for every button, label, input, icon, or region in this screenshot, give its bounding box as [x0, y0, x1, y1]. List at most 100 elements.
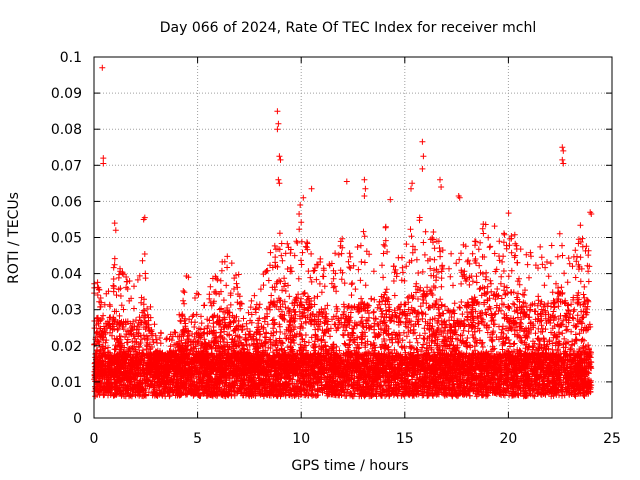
data-point: [278, 240, 285, 247]
data-point: [421, 251, 428, 258]
data-point: [532, 330, 539, 337]
data-point: [556, 230, 563, 237]
data-point: [267, 249, 274, 256]
data-point: [361, 233, 368, 240]
data-point: [360, 228, 367, 235]
data-point: [422, 228, 429, 235]
data-point: [315, 326, 322, 333]
data-point: [116, 312, 123, 319]
data-point: [448, 250, 455, 257]
data-point: [301, 290, 308, 297]
data-point: [224, 253, 231, 260]
data-point: [438, 275, 445, 282]
data-point: [286, 293, 293, 300]
data-point: [450, 282, 456, 289]
data-point: [273, 328, 280, 335]
data-point: [223, 282, 230, 289]
data-point: [421, 325, 428, 332]
data-point: [198, 320, 205, 327]
data-point: [233, 280, 240, 287]
data-point: [117, 293, 124, 299]
data-point: [440, 333, 447, 340]
data-point: [558, 284, 565, 291]
data-point: [335, 251, 342, 258]
data-point: [282, 288, 289, 294]
data-point: [458, 299, 465, 305]
data-point: [180, 297, 187, 304]
data-point: [499, 326, 506, 333]
data-point: [561, 270, 568, 277]
data-point: [327, 333, 333, 340]
data-point: [181, 300, 188, 307]
data-point: [456, 256, 463, 263]
data-point: [573, 323, 580, 330]
data-point: [131, 305, 137, 312]
data-point: [429, 235, 436, 241]
data-point: [515, 290, 521, 297]
data-point: [355, 266, 362, 273]
data-point: [333, 343, 340, 350]
data-point: [574, 253, 580, 260]
data-point: [138, 294, 145, 301]
data-point: [542, 264, 549, 271]
data-point: [368, 295, 375, 302]
data-point: [416, 332, 423, 339]
data-point: [237, 300, 244, 307]
data-point: [298, 257, 304, 264]
data-point: [573, 336, 580, 343]
data-point: [564, 279, 571, 286]
data-point: [548, 329, 554, 336]
data-point: [224, 264, 231, 271]
data-point: [268, 292, 275, 299]
data-point: [362, 282, 369, 289]
data-point: [511, 231, 518, 238]
data-point: [498, 273, 505, 280]
data-point: [526, 274, 532, 281]
data-point: [407, 226, 414, 233]
data-point: [227, 301, 234, 308]
data-point: [484, 329, 491, 336]
data-point: [348, 281, 355, 288]
data-point: [521, 292, 528, 298]
data-point: [110, 264, 117, 271]
data-point: [180, 288, 187, 294]
data-point: [415, 270, 422, 276]
data-point: [487, 277, 494, 284]
data-point: [537, 243, 544, 250]
data-point: [383, 286, 390, 293]
data-point: [115, 325, 122, 332]
data-point: [379, 262, 385, 269]
data-point: [577, 222, 584, 229]
data-point: [163, 336, 170, 343]
data-point: [136, 314, 143, 321]
data-point: [475, 246, 482, 253]
data-point: [218, 267, 225, 274]
data-point: [500, 253, 507, 260]
data-point: [307, 274, 314, 281]
data-point: [190, 312, 197, 318]
data-point: [120, 306, 127, 313]
data-point: [358, 258, 365, 265]
data-point: [111, 255, 118, 262]
data-point: [142, 275, 149, 282]
data-point: [318, 289, 325, 296]
data-points: [91, 64, 595, 400]
data-point: [251, 292, 258, 299]
data-point: [465, 257, 472, 264]
data-point: [192, 295, 198, 301]
data-point: [464, 335, 471, 341]
data-point: [141, 251, 148, 257]
data-point: [138, 299, 145, 306]
data-point: [446, 265, 452, 272]
data-point: [559, 252, 566, 259]
data-point: [420, 335, 427, 342]
data-point: [299, 249, 306, 256]
data-point: [151, 321, 158, 328]
data-point: [572, 337, 579, 343]
data-point: [577, 278, 584, 285]
data-point: [332, 250, 339, 257]
data-point: [316, 280, 323, 287]
data-point: [200, 302, 207, 309]
chart-title: Day 066 of 2024, Rate Of TEC Index for r…: [160, 20, 536, 36]
data-point: [469, 250, 476, 257]
